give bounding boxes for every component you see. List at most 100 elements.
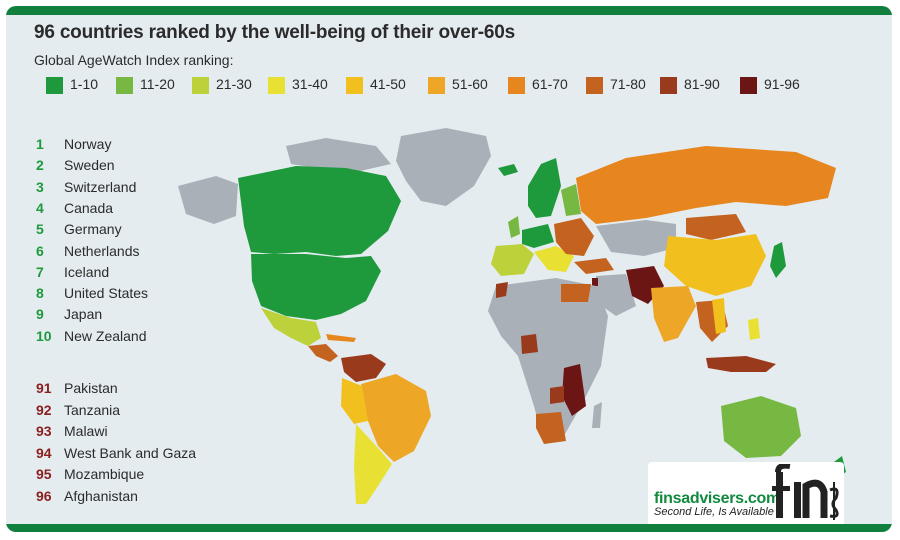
rank-number: 5 xyxy=(36,221,44,238)
rank-row: 4 Canada xyxy=(36,200,113,220)
rank-number: 9 xyxy=(36,306,44,323)
rank-row: 91 Pakistan xyxy=(36,380,118,400)
top-bar xyxy=(6,6,892,15)
rank-row: 92 Tanzania xyxy=(36,402,120,422)
region-india xyxy=(651,286,696,342)
rank-number: 4 xyxy=(36,199,44,216)
legend-swatch xyxy=(740,77,757,94)
bottom-bar xyxy=(6,524,892,532)
rank-number: 91 xyxy=(36,380,52,396)
rank-number: 1 xyxy=(36,136,44,152)
country-name: New Zealand xyxy=(64,327,147,344)
country-name: Tanzania xyxy=(64,401,121,418)
legend-swatch xyxy=(508,77,525,94)
legend-label: 1-10 xyxy=(70,76,99,92)
rank-row: 93 Malawi xyxy=(36,423,108,443)
region-australia xyxy=(721,396,801,458)
country-name: Canada xyxy=(64,199,114,216)
region-italy-balkans xyxy=(534,246,574,272)
region-caribbean xyxy=(326,334,356,342)
region-mexico xyxy=(261,308,321,346)
fins-logo-icon xyxy=(772,464,839,520)
region-vietnam xyxy=(712,298,726,334)
legend-label: 61-70 xyxy=(532,76,568,92)
region-indonesia xyxy=(706,356,776,372)
brand-tagline: Second Life, Is Available xyxy=(654,506,774,518)
region-middle-east xyxy=(596,274,636,316)
region-alaska xyxy=(178,176,238,224)
region-philippines xyxy=(748,318,760,340)
country-name: Iceland xyxy=(64,263,110,280)
country-name: Sweden xyxy=(64,157,115,174)
country-name: Mozambique xyxy=(64,466,145,482)
legend-swatch xyxy=(116,77,133,94)
rank-row: 6 Netherlands xyxy=(36,243,140,263)
legend-label: 81-90 xyxy=(684,76,720,92)
brand-name: finsadvisers.com xyxy=(654,490,780,507)
legend-swatch xyxy=(346,77,363,94)
region-china xyxy=(664,234,766,296)
region-tanzania-malawi-mozambique xyxy=(562,364,586,416)
legend-label: 91-96 xyxy=(764,76,800,92)
region-usa xyxy=(251,254,381,320)
legend-swatch xyxy=(268,77,285,94)
rank-row: 10 New Zealand xyxy=(36,328,147,348)
legend-label: 21-30 xyxy=(216,76,252,92)
world-map xyxy=(178,128,846,504)
region-peru-bolivia xyxy=(341,378,368,424)
region-colombia-venezuela xyxy=(341,354,386,382)
legend-swatch xyxy=(586,77,603,94)
rank-number: 93 xyxy=(36,423,52,439)
region-central-asia xyxy=(596,220,676,256)
rank-number: 10 xyxy=(36,327,52,344)
rank-row: 5 Germany xyxy=(36,221,122,241)
country-name: Germany xyxy=(64,221,122,238)
region-turkey xyxy=(574,258,614,274)
rank-number: 95 xyxy=(36,466,52,482)
rank-row: 3 Switzerland xyxy=(36,179,136,199)
country-name: Norway xyxy=(64,136,112,152)
page-title: 96 countries ranked by the well-being of… xyxy=(34,22,516,43)
legend-label: 31-40 xyxy=(292,76,328,92)
legend-swatch xyxy=(46,77,63,94)
region-benelux-germany xyxy=(522,224,554,248)
rank-row: 94 West Bank and Gaza xyxy=(36,445,196,465)
country-name: Japan xyxy=(64,306,103,323)
region-iceland xyxy=(498,164,518,176)
country-name: Switzerland xyxy=(64,178,137,195)
region-canada xyxy=(238,166,401,256)
region-france-iberia xyxy=(491,244,534,276)
legend-swatch xyxy=(428,77,445,94)
country-name: Afghanistan xyxy=(64,487,138,504)
country-name: Malawi xyxy=(64,423,108,439)
region-uk-ireland xyxy=(508,216,520,238)
legend-label: 41-50 xyxy=(370,76,406,92)
rank-row: 9 Japan xyxy=(36,306,102,326)
region-nigeria xyxy=(521,334,538,354)
country-name: United States xyxy=(64,285,149,302)
infographic-frame: 96 countries ranked by the well-being of… xyxy=(6,6,892,532)
region-russia xyxy=(576,146,836,224)
rank-row: 95 Mozambique xyxy=(36,466,144,486)
region-north-africa xyxy=(561,284,591,302)
rank-number: 6 xyxy=(36,242,44,259)
region-southern-africa xyxy=(536,412,566,444)
region-zambia xyxy=(550,386,564,404)
region-japan xyxy=(770,242,786,278)
region-eastern-europe xyxy=(554,218,594,256)
rank-row: 2 Sweden xyxy=(36,157,115,177)
legend-swatch xyxy=(660,77,677,94)
rank-number: 92 xyxy=(36,401,52,418)
region-greenland xyxy=(396,128,491,206)
region-arctic-islands xyxy=(286,138,391,172)
rank-number: 8 xyxy=(36,285,44,302)
region-madagascar xyxy=(592,402,602,428)
legend-title: Global AgeWatch Index ranking: xyxy=(34,52,234,68)
country-name: West Bank and Gaza xyxy=(64,444,197,461)
legend-label: 71-80 xyxy=(610,76,646,92)
region-argentina-chile xyxy=(354,424,392,504)
rank-number: 7 xyxy=(36,263,44,280)
legend-label: 11-20 xyxy=(140,76,175,92)
country-name: Netherlands xyxy=(64,242,140,259)
rank-number: 96 xyxy=(36,487,52,504)
